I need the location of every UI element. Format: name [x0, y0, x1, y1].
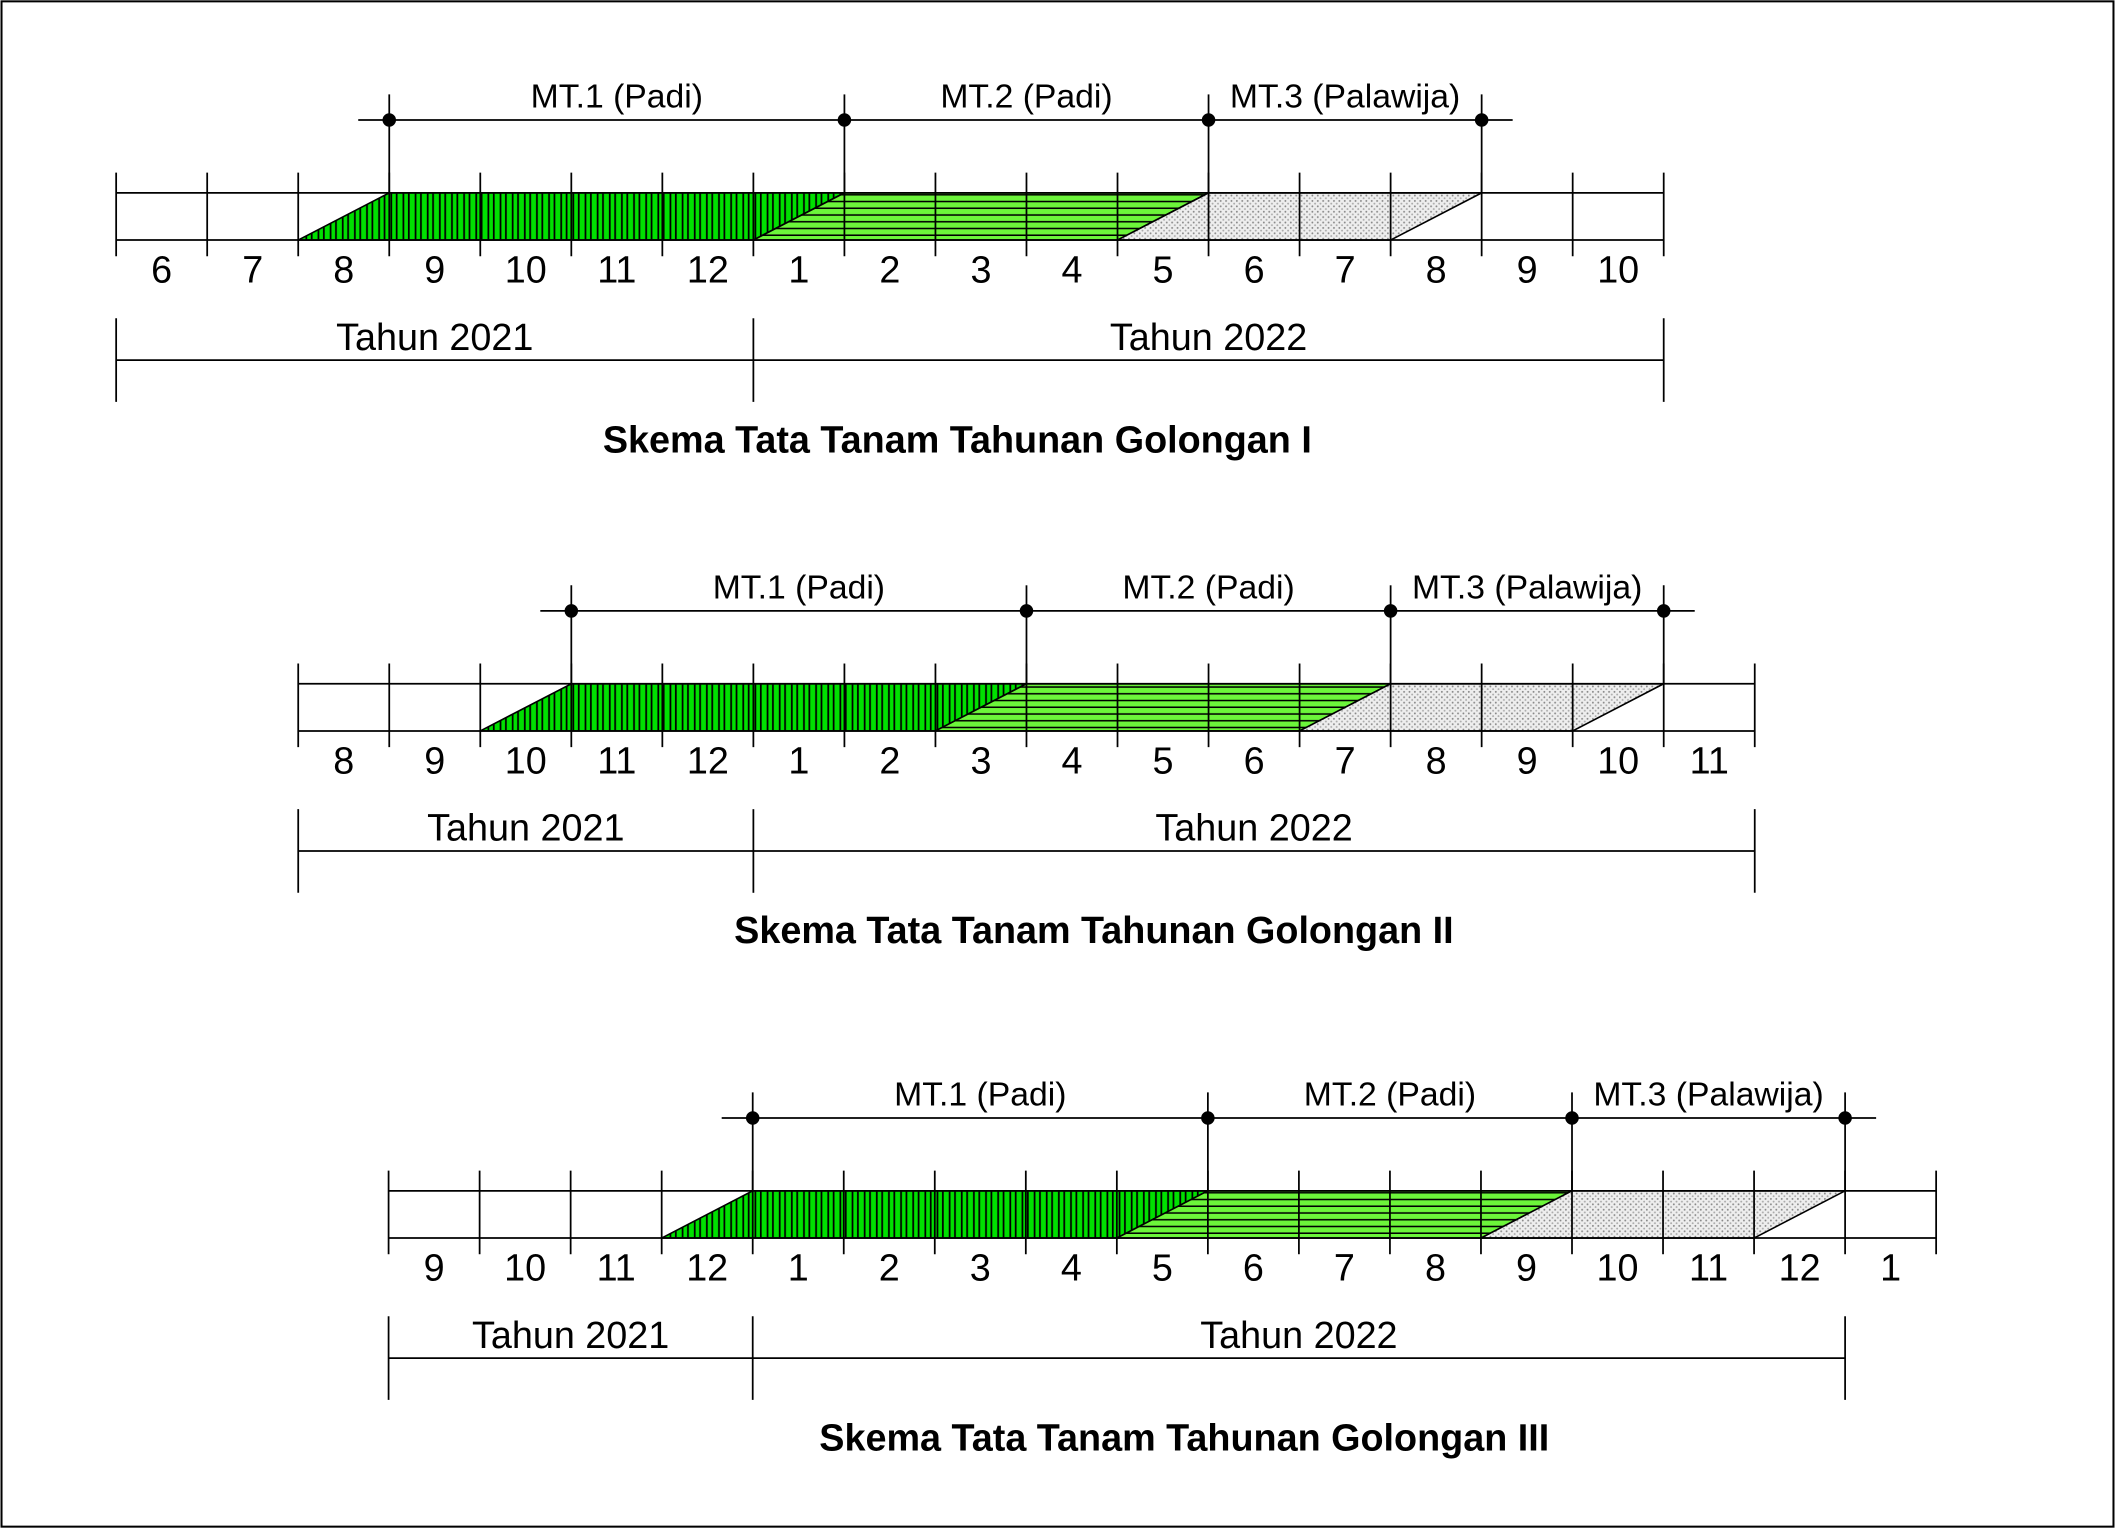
month-label: 12	[686, 1247, 728, 1289]
month-label: 7	[1334, 1247, 1355, 1289]
month-label: 11	[597, 740, 636, 782]
month-label: 3	[970, 740, 991, 782]
scheme-title: Skema Tata Tanam Tahunan Golongan I	[603, 419, 1312, 461]
season-label: MT.2 (Padi)	[1122, 568, 1294, 606]
month-label: 9	[1516, 1247, 1537, 1289]
month-label: 12	[687, 740, 729, 782]
year-label: Tahun 2022	[1200, 1315, 1397, 1357]
month-label: 2	[879, 1247, 900, 1289]
month-label: 1	[788, 740, 809, 782]
month-label: 8	[333, 249, 354, 291]
month-label: 2	[879, 740, 900, 782]
month-label: 3	[970, 249, 991, 291]
season-dot	[564, 604, 579, 618]
month-label: 9	[424, 740, 445, 782]
season-dot	[1201, 113, 1216, 127]
month-label: 11	[597, 249, 636, 291]
season-dot	[382, 113, 396, 127]
month-label: 8	[1425, 1247, 1446, 1289]
month-label: 11	[597, 1247, 636, 1289]
season-label: MT.3 (Palawija)	[1593, 1075, 1823, 1113]
month-label: 10	[1597, 740, 1639, 782]
month-label: 2	[879, 249, 900, 291]
season-dot	[1565, 1111, 1579, 1125]
season-label: MT.1 (Padi)	[894, 1075, 1066, 1113]
month-label: 5	[1152, 1247, 1173, 1289]
month-label: 1	[788, 1247, 809, 1289]
month-label: 10	[504, 1247, 546, 1289]
month-label: 6	[1244, 740, 1265, 782]
season-dot	[745, 1111, 760, 1125]
month-label: 3	[970, 1247, 991, 1289]
month-label: 7	[1335, 740, 1356, 782]
month-label: 8	[333, 740, 354, 782]
season-dot	[1656, 604, 1671, 618]
month-label: 10	[1597, 1247, 1639, 1289]
season-label: MT.1 (Padi)	[713, 568, 885, 606]
month-label: 12	[1779, 1247, 1821, 1289]
season-dot	[1019, 604, 1034, 618]
month-label: 1	[1880, 1247, 1901, 1289]
month-label: 6	[1244, 249, 1265, 291]
year-label: Tahun 2022	[1110, 317, 1307, 359]
month-label: 10	[1597, 249, 1639, 291]
season-dot	[837, 113, 852, 127]
season-label: MT.2 (Padi)	[940, 77, 1112, 115]
month-label: 11	[1690, 740, 1729, 782]
year-label: Tahun 2021	[336, 317, 533, 359]
month-label: 9	[424, 249, 445, 291]
season-dot	[1838, 1111, 1852, 1125]
month-label: 9	[1517, 249, 1538, 291]
season-label: MT.3 (Palawija)	[1412, 568, 1642, 606]
season-dot	[1474, 113, 1489, 127]
year-label: Tahun 2021	[472, 1315, 669, 1357]
month-label: 9	[424, 1247, 445, 1289]
month-label: 4	[1061, 249, 1082, 291]
month-label: 10	[505, 249, 547, 291]
year-label: Tahun 2022	[1155, 808, 1352, 850]
month-label: 8	[1426, 249, 1447, 291]
season-dot	[1383, 604, 1398, 618]
season-label: MT.2 (Padi)	[1304, 1075, 1476, 1113]
month-label: 5	[1153, 740, 1174, 782]
scheme-title: Skema Tata Tanam Tahunan Golongan II	[734, 910, 1453, 952]
month-label: 7	[242, 249, 263, 291]
month-label: 8	[1426, 740, 1447, 782]
month-label: 6	[151, 249, 172, 291]
month-label: 10	[505, 740, 547, 782]
scheme-title: Skema Tata Tanam Tahunan Golongan III	[819, 1417, 1549, 1459]
month-label: 5	[1153, 249, 1174, 291]
year-label: Tahun 2021	[427, 808, 624, 850]
month-label: 9	[1517, 740, 1538, 782]
season-label: MT.1 (Padi)	[531, 77, 703, 115]
month-label: 11	[1689, 1247, 1728, 1289]
season-label: MT.3 (Palawija)	[1230, 77, 1460, 115]
month-label: 7	[1335, 249, 1356, 291]
month-label: 4	[1061, 740, 1082, 782]
month-label: 4	[1061, 1247, 1082, 1289]
season-dot	[1201, 1111, 1215, 1125]
month-label: 12	[687, 249, 729, 291]
month-label: 1	[788, 249, 809, 291]
month-label: 6	[1243, 1247, 1264, 1289]
